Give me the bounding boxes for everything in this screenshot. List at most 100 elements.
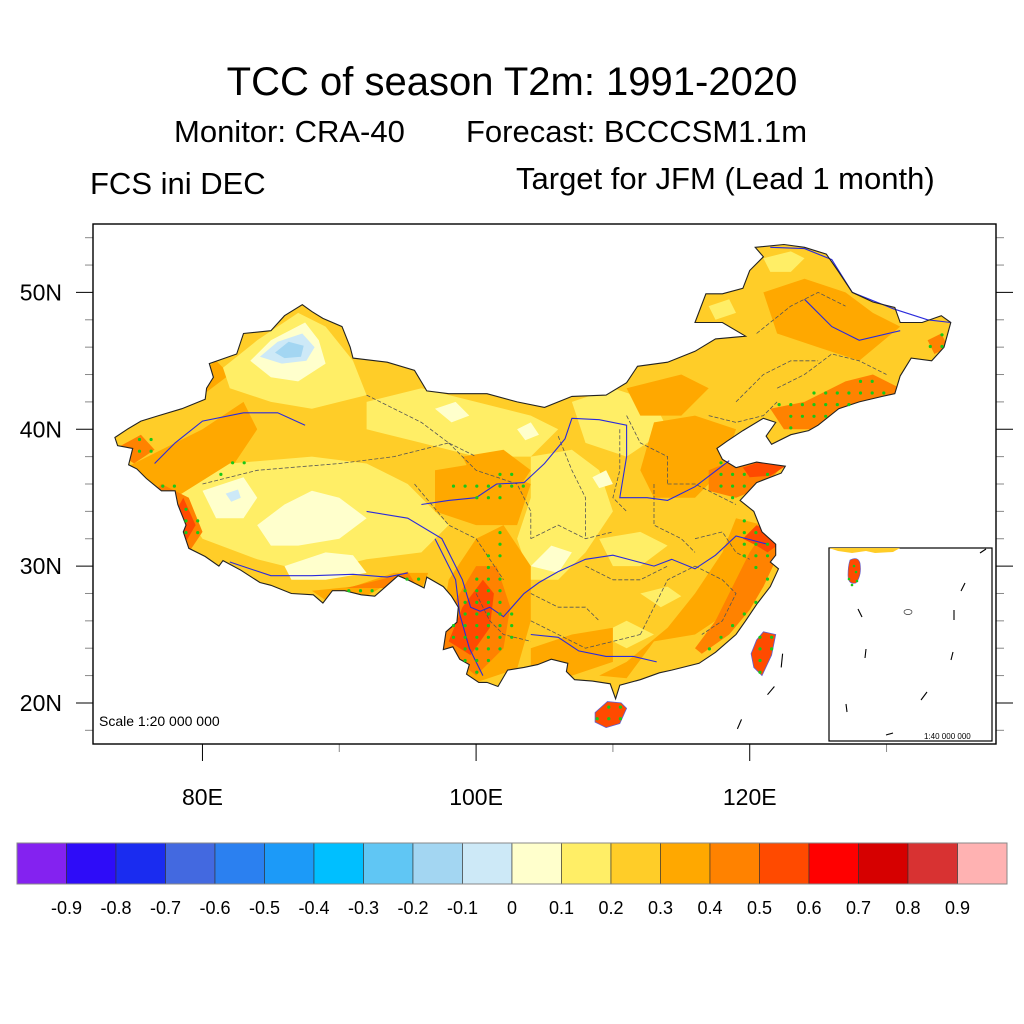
- yellow-river: [421, 417, 730, 506]
- colorbar-frame: [16, 842, 1008, 885]
- stipple-dot: [498, 589, 502, 593]
- stipple-dot: [777, 403, 781, 407]
- stipple-dot: [742, 519, 746, 523]
- gansu-yellow: [366, 388, 559, 457]
- colorbar-box: [709, 842, 760, 885]
- stipple-dot: [618, 705, 623, 709]
- taiwan-island: [750, 631, 777, 677]
- stipple-dot: [719, 472, 723, 476]
- ne-yellow-north: [763, 251, 805, 272]
- axis-ticks: [76, 237, 1013, 761]
- dash-line-segment: [736, 719, 743, 730]
- colorbar-label: 0.5: [747, 898, 772, 918]
- stipple-dot: [405, 577, 409, 581]
- lon-tick-label: 120E: [723, 784, 777, 810]
- province-border: [585, 565, 668, 581]
- colorbar-box: [66, 842, 117, 885]
- lat-labels: 20N 30N 40N 50N: [20, 279, 62, 716]
- province-border: [708, 401, 778, 423]
- dash-line-segment: [960, 582, 966, 592]
- stipple-dot: [498, 484, 502, 488]
- stipple-dot: [347, 589, 351, 593]
- stipple-dot: [847, 391, 851, 395]
- hainan-island: [594, 701, 628, 729]
- stipple-dot: [451, 484, 456, 488]
- colorbar-label: -0.7: [150, 898, 181, 918]
- stipple-dot: [858, 391, 863, 395]
- stipple-dot: [475, 496, 479, 500]
- colorbar-box: [907, 842, 958, 885]
- inset-mainland: [829, 548, 900, 553]
- stipple-dot: [847, 577, 851, 581]
- colorbar-label: -0.9: [51, 898, 82, 918]
- province-border: [530, 593, 600, 622]
- stipple-dot: [463, 624, 467, 628]
- loess-yellow: [517, 449, 613, 580]
- gansu-pale: [435, 401, 470, 423]
- colorbar-label: 0.9: [945, 898, 970, 918]
- east-coast-deep-orange: [695, 531, 778, 654]
- colorbar-label: 0.4: [697, 898, 722, 918]
- stipple-dot: [463, 612, 467, 616]
- stipple-dot: [742, 531, 746, 535]
- stipple-dot: [510, 612, 514, 616]
- stipple-dot: [719, 461, 723, 465]
- stipple-dot: [370, 589, 374, 593]
- stipple-dot: [754, 542, 758, 546]
- colorbar-box: [165, 842, 216, 885]
- lon-tick-label: 80E: [182, 784, 223, 810]
- province-border: [530, 524, 613, 540]
- stipple-dot: [149, 449, 153, 453]
- lat-tick-label: 40N: [20, 416, 62, 442]
- stipple-dot: [451, 635, 456, 639]
- stipple-dot: [607, 705, 611, 709]
- stipple-dot: [858, 379, 863, 383]
- stipple-dot: [835, 391, 839, 395]
- stipple-dot: [882, 391, 886, 395]
- stipple-dot: [498, 542, 502, 546]
- colorbar-box: [808, 842, 859, 885]
- dash-line-segment: [885, 732, 894, 736]
- stipple-dot: [242, 461, 246, 465]
- stipple-dot: [765, 577, 770, 581]
- stipple-dot: [486, 554, 490, 558]
- colorbar-label: 0.2: [598, 898, 623, 918]
- stipple-dot: [940, 333, 944, 337]
- province-border: [366, 394, 477, 457]
- stipple-dot: [475, 589, 479, 593]
- junggar-blue: [275, 341, 304, 359]
- province-borders: [202, 291, 887, 649]
- scale-label: Scale 1:20 000 000: [99, 713, 220, 729]
- province-border: [735, 360, 819, 403]
- stipple-dot: [812, 403, 816, 407]
- stipple-dot: [758, 670, 762, 674]
- dash-line-segment: [767, 686, 775, 696]
- yarlung-river: [229, 561, 408, 578]
- colorbar-box: [214, 842, 265, 885]
- colorbar-label: 0.8: [895, 898, 920, 918]
- stipple-dot: [184, 507, 188, 511]
- jiangxi-yellow: [640, 586, 682, 608]
- stipple-dot: [161, 484, 165, 488]
- inset-hainan: [847, 558, 861, 584]
- stipple-dot: [475, 484, 479, 488]
- inset-content: [829, 548, 987, 736]
- stipple-dot: [498, 624, 502, 628]
- hulun-yellow: [708, 299, 736, 320]
- stipple-dot: [812, 391, 816, 395]
- stipple-dot: [184, 531, 188, 535]
- colorbar-box: [858, 842, 909, 885]
- ne-orange: [763, 278, 901, 361]
- stipple-dot: [765, 554, 770, 558]
- stipple-dot: [475, 577, 479, 581]
- dash-line-segment: [920, 691, 928, 701]
- stipple-dot: [607, 717, 611, 721]
- colorbar-label: -0.8: [100, 898, 131, 918]
- stipple-dot: [765, 542, 770, 546]
- stipple-dot: [475, 658, 479, 663]
- stipple-dot: [417, 577, 421, 581]
- stipple-dot: [855, 579, 859, 583]
- stipple-dot: [486, 600, 490, 605]
- pearl-river: [530, 633, 657, 663]
- stipple-dot: [758, 647, 762, 651]
